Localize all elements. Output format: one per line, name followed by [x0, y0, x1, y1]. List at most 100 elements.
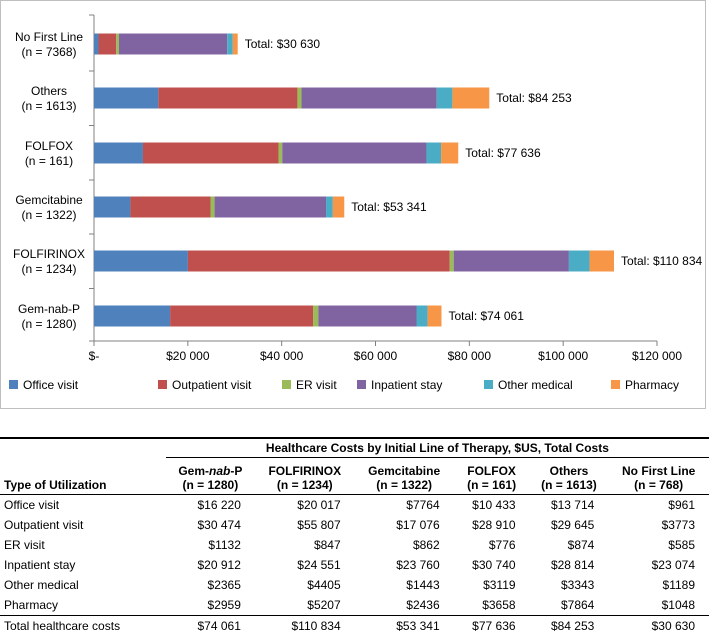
table-cell: $77 636: [454, 616, 530, 636]
column-header: Gemcitabine(n = 1322): [355, 458, 454, 495]
column-header: FOLFOX(n = 161): [454, 458, 530, 495]
bar-segment-other-medical: [227, 34, 233, 55]
table-cell: $10 433: [454, 495, 530, 516]
column-header-n: (n = 1280): [183, 478, 239, 492]
table-cell: $961: [608, 495, 709, 516]
table-cell: $585: [608, 535, 709, 555]
category-label-line: Gemcitabine: [15, 193, 83, 207]
category-label-line: (n = 1322): [21, 208, 76, 222]
table-row: Inpatient stay$20 912$24 551$23 760$30 7…: [0, 555, 709, 575]
bar-segment-outpatient-visit: [158, 88, 297, 109]
bar-segment-other-medical: [326, 197, 333, 218]
bar-total-label: Total: $84 253: [496, 91, 572, 105]
column-header-name: Gem-nab-P: [178, 464, 242, 478]
category-label-line: (n = 1280): [21, 317, 76, 331]
row-label: ER visit: [0, 535, 166, 555]
row-label: Other medical: [0, 575, 166, 595]
stacked-bar-chart: $-$20 000$40 000$60 000$80 000$100 000$1…: [1, 1, 707, 410]
column-header-name-part: FOLFOX: [467, 464, 516, 478]
table-super-header: Healthcare Costs by Initial Line of Ther…: [166, 438, 709, 458]
column-header-name: No First Line: [622, 464, 695, 478]
legend-swatch: [158, 380, 167, 389]
category-label-line: (n = 1234): [21, 262, 76, 276]
bar-segment-inpatient-stay: [215, 197, 326, 218]
table-cell: $110 834: [255, 616, 355, 636]
table-cell: $28 814: [530, 555, 609, 575]
table-cell: $20 017: [255, 495, 355, 516]
column-header: Gem-nab-P(n = 1280): [166, 458, 255, 495]
table-cell: $862: [355, 535, 454, 555]
bar-segment-pharmacy: [452, 88, 489, 109]
table-cell: $4405: [255, 575, 355, 595]
table-row: Pharmacy$2959$5207$2436$3658$7864$1048: [0, 595, 709, 616]
table-cell: $23 760: [355, 555, 454, 575]
bar-total-label: Total: $74 061: [448, 309, 524, 323]
column-header-name-part: Others: [550, 464, 589, 478]
table-cell: $28 910: [454, 515, 530, 535]
legend-label: Office visit: [23, 378, 79, 392]
bar-segment-outpatient-visit: [170, 306, 313, 327]
legend-swatch: [282, 380, 291, 389]
legend-swatch: [484, 380, 493, 389]
row-label: Inpatient stay: [0, 555, 166, 575]
table-cell: $1189: [608, 575, 709, 595]
chart-frame: $-$20 000$40 000$60 000$80 000$100 000$1…: [0, 0, 706, 409]
bar-segment-outpatient-visit: [143, 143, 279, 164]
legend-label: Inpatient stay: [371, 378, 442, 392]
table-cell: $5207: [255, 595, 355, 616]
bar-total-label: Total: $30 630: [245, 37, 321, 51]
bar-segment-er-visit: [116, 34, 119, 55]
column-header-name-part: Gem-: [178, 464, 209, 478]
table-cell: $3773: [608, 515, 709, 535]
bar-segment-outpatient-visit: [188, 251, 450, 272]
bar-segment-inpatient-stay: [282, 143, 426, 164]
category-label-line: No First Line: [15, 30, 83, 44]
row-label: Outpatient visit: [0, 515, 166, 535]
cost-table: Healthcare Costs by Initial Line of Ther…: [0, 437, 709, 636]
category-label: No First Line(n = 7368): [15, 30, 83, 59]
table-cell: $30 474: [166, 515, 255, 535]
table-cell: $20 912: [166, 555, 255, 575]
column-header-name: Gemcitabine: [368, 464, 440, 478]
column-header-name-part: FOLFIRINOX: [268, 464, 341, 478]
table-cell: $2436: [355, 595, 454, 616]
bar-segment-office-visit: [94, 306, 170, 327]
table-super-header-row: Healthcare Costs by Initial Line of Ther…: [0, 438, 709, 458]
bar-segment-other-medical: [426, 143, 441, 164]
first-column-header: Type of Utilization: [0, 458, 166, 495]
column-header-name-italic: nab: [209, 464, 230, 478]
bar-segment-inpatient-stay: [302, 88, 437, 109]
table-row: Outpatient visit$30 474$55 807$17 076$28…: [0, 515, 709, 535]
bar-total-label: Total: $77 636: [465, 146, 541, 160]
column-header-name: Others: [550, 464, 589, 478]
x-tick-label: $80 000: [448, 349, 492, 363]
column-header-n: (n = 768): [634, 478, 683, 492]
column-header-name: FOLFIRINOX: [268, 464, 341, 478]
table-row: Other medical$2365$4405$1443$3119$3343$1…: [0, 575, 709, 595]
table-cell: $776: [454, 535, 530, 555]
bar-segment-other-medical: [416, 306, 427, 327]
table-header-row: Type of Utilization Gem-nab-P(n = 1280) F…: [0, 458, 709, 495]
table-cell: $2959: [166, 595, 255, 616]
table-cell: $3343: [530, 575, 609, 595]
column-header-n: (n = 1613): [541, 478, 597, 492]
row-label: Pharmacy: [0, 595, 166, 616]
bar-segment-er-visit: [313, 306, 318, 327]
bar-segment-pharmacy: [590, 251, 614, 272]
x-tick-label: $100 000: [538, 349, 588, 363]
column-header-name: FOLFOX: [467, 464, 516, 478]
cost-table-container: Healthcare Costs by Initial Line of Ther…: [0, 437, 709, 636]
legend-label: ER visit: [296, 378, 337, 392]
table-row: ER visit$1132$847$862$776$874$585: [0, 535, 709, 555]
table-cell: $55 807: [255, 515, 355, 535]
table-cell: $1048: [608, 595, 709, 616]
table-body: Office visit$16 220$20 017$7764$10 433$1…: [0, 495, 709, 636]
category-label-line: FOLFOX: [25, 139, 73, 153]
category-label-line: Others: [31, 84, 67, 98]
table-cell: $1443: [355, 575, 454, 595]
bar-segment-office-visit: [94, 251, 188, 272]
bar-segment-pharmacy: [333, 197, 344, 218]
category-label: Others(n = 1613): [21, 84, 76, 113]
bar-segment-pharmacy: [441, 143, 458, 164]
category-label: FOLFOX(n = 161): [25, 139, 73, 168]
